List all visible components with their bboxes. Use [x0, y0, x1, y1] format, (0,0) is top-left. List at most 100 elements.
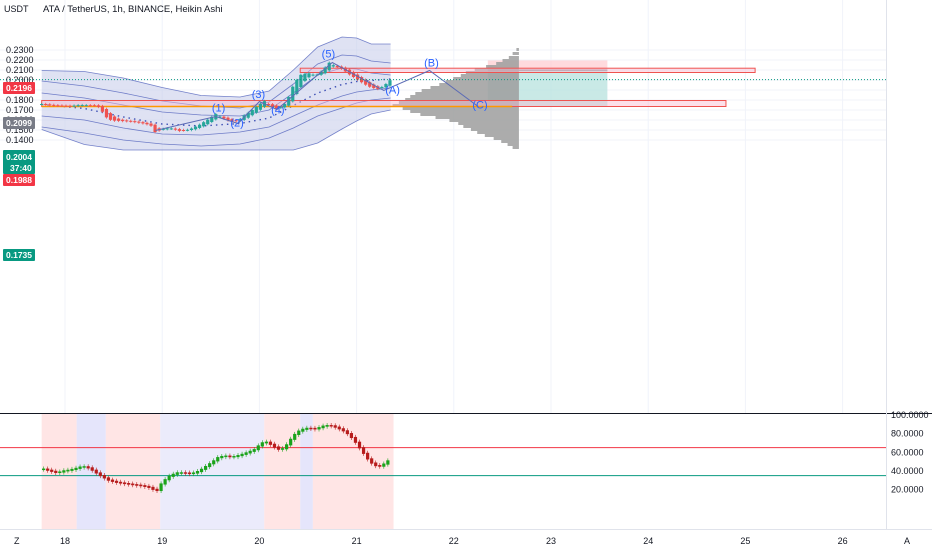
volume-profile-bar: [453, 77, 519, 80]
oscillator-bar: [66, 469, 70, 472]
oscillator-bar: [216, 457, 220, 462]
candle-body: [149, 123, 153, 126]
oscillator-bar: [70, 468, 74, 471]
oscillator-bar: [110, 479, 115, 482]
oscillator-bar: [199, 468, 204, 473]
candle-body: [355, 74, 360, 80]
main-pane[interactable]: (1) (2) (3) (4) (5) (A) (B) (C): [0, 0, 886, 413]
candle-body: [161, 128, 165, 130]
oscillator-bar: [155, 488, 159, 492]
resistance-zone[interactable]: [299, 67, 756, 73]
oscillator-zone: [76, 414, 106, 529]
volume-profile-bar: [415, 92, 519, 95]
time-axis[interactable]: 18 19 20 21 22 23 24 25 26: [60, 536, 848, 546]
oscillator-bar: [301, 428, 305, 432]
candle-body: [234, 120, 238, 122]
oscillator-bar: [252, 449, 256, 452]
candle-body: [368, 82, 372, 87]
candle-body: [112, 116, 117, 121]
price-tag-support: 0.1735: [3, 249, 35, 261]
wave-label: (2): [230, 118, 243, 130]
oscillator-tick-label: 40.0000: [891, 466, 924, 476]
oscillator-bar: [374, 462, 378, 467]
svg-text:0.2196: 0.2196: [6, 83, 32, 93]
candle-body: [303, 73, 307, 81]
volume-profile-bar: [486, 65, 519, 68]
elliott-wave-path[interactable]: [155, 61, 479, 131]
price-axis-oscillator[interactable]: 100.0000 80.0000 60.0000 40.0000 20.0000: [891, 410, 929, 495]
svg-text:0.1988: 0.1988: [6, 175, 32, 185]
oscillator-bar: [309, 427, 313, 430]
oscillator-bar: [135, 484, 139, 486]
candle-body: [210, 116, 214, 122]
position-stop-area[interactable]: [487, 60, 608, 71]
oscillator-zone: [300, 414, 313, 529]
volume-profile-bar: [398, 101, 519, 104]
time-tick-label: 26: [838, 536, 848, 546]
volume-profile-bar: [430, 86, 519, 89]
oscillator-bar: [232, 455, 236, 458]
band-line-outer-upper: [41, 36, 391, 98]
oscillator-bar: [337, 426, 341, 430]
oscillator-bar: [224, 455, 228, 458]
oscillator-bar: [86, 466, 90, 469]
candle-body: [198, 124, 202, 128]
oscillator-bar: [123, 482, 127, 485]
oscillator-bar: [220, 455, 224, 459]
candle-body: [96, 105, 100, 107]
volume-profile-bar: [405, 98, 519, 101]
candle-body: [84, 105, 88, 107]
oscillator-bar: [268, 441, 273, 445]
volume-profile-bar: [512, 52, 519, 55]
timezone-button[interactable]: Z: [14, 536, 20, 546]
price-tag-entry: 0.2099: [3, 117, 35, 129]
volume-profile-bar: [477, 131, 519, 134]
oscillator-zone: [160, 414, 265, 529]
volume-profile-bar: [463, 125, 519, 128]
oscillator-bar: [94, 469, 98, 474]
volume-profile-bar: [460, 74, 519, 77]
time-tick-label: 24: [643, 536, 653, 546]
price-tick-label: 0.1800: [6, 95, 34, 105]
time-tick-label: 23: [546, 536, 556, 546]
candle-body: [258, 103, 262, 110]
oscillator-bar: [58, 471, 62, 474]
time-tick-label: 18: [60, 536, 70, 546]
candle-body: [266, 103, 271, 105]
candle-body: [331, 65, 335, 67]
oscillator-bar: [208, 463, 212, 468]
oscillator-pane[interactable]: [0, 414, 886, 529]
volume-profile-bar: [458, 122, 519, 125]
band-fill: [41, 37, 391, 150]
oscillator-bar: [191, 472, 196, 475]
wave-label: (3): [252, 89, 265, 101]
oscillator-bar: [236, 455, 240, 458]
oscillator-bar: [370, 458, 374, 464]
candle-body: [177, 129, 181, 131]
wave-label: (A): [385, 85, 400, 97]
auto-scale-button[interactable]: A: [904, 536, 910, 546]
candle-body: [133, 121, 137, 123]
oscillator-bar: [361, 447, 366, 454]
oscillator-bar: [46, 468, 50, 471]
oscillator-bar: [118, 481, 123, 484]
oscillator-bar: [345, 430, 349, 435]
volume-profile-bar: [501, 140, 519, 143]
volume-profile-bar: [402, 107, 519, 110]
candle-body: [48, 104, 52, 106]
candle-body: [92, 105, 96, 107]
candle-body: [287, 97, 291, 106]
candle-body: [125, 120, 129, 122]
candle-body: [311, 74, 315, 76]
svg-text:0.2099: 0.2099: [6, 118, 32, 128]
candle-body: [185, 129, 190, 131]
candle-body: [88, 105, 92, 107]
candle-body: [137, 121, 141, 123]
oscillator-bar: [147, 485, 151, 488]
price-axis-main[interactable]: 0.23000.22000.21000.20000.19000.18000.17…: [6, 45, 34, 145]
oscillator-bar: [378, 465, 382, 467]
candle-body: [270, 104, 275, 107]
support-zone[interactable]: [41, 100, 727, 107]
oscillator-bar: [106, 477, 111, 481]
candle-body: [189, 128, 194, 131]
